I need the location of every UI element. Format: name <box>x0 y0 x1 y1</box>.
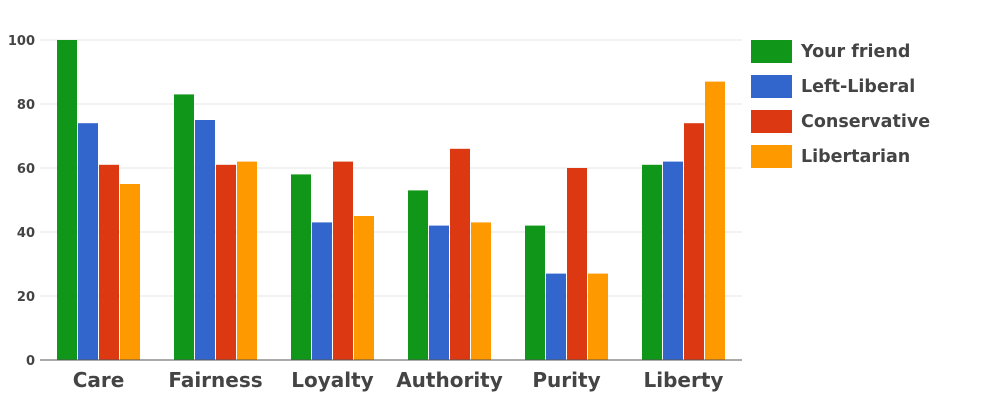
legend-swatch <box>751 110 792 133</box>
y-tick-label: 100 <box>8 34 35 49</box>
legend-item[interactable]: Conservative <box>751 110 930 133</box>
x-category-label: Loyalty <box>291 368 373 392</box>
bar-care-left-liberal[interactable] <box>78 123 98 360</box>
bar-care-your-friend[interactable] <box>57 40 77 360</box>
bar-loyalty-left-liberal[interactable] <box>312 222 332 360</box>
axes: 0 20 40 60 80 100 Care Fairness Loyalty Authority… <box>8 34 742 392</box>
x-category-label: Care <box>73 368 125 392</box>
x-category-label: Authority <box>396 368 503 392</box>
legend-label: Libertarian <box>801 147 910 167</box>
legend-item[interactable]: Libertarian <box>751 145 910 168</box>
y-tick-label: 20 <box>17 290 35 305</box>
legend-label: Your friend <box>800 42 910 62</box>
bar-purity-conservative[interactable] <box>567 168 587 360</box>
legend[interactable]: Your friend Left-Liberal Conservative Liber… <box>751 40 930 168</box>
bar-loyalty-conservative[interactable] <box>333 161 353 360</box>
bar-loyalty-your-friend[interactable] <box>291 174 311 360</box>
bar-liberty-libertarian[interactable] <box>705 81 725 360</box>
grid <box>40 39 742 297</box>
legend-label: Conservative <box>801 112 930 132</box>
bar-purity-left-liberal[interactable] <box>546 273 566 360</box>
legend-swatch <box>751 145 792 168</box>
bar-liberty-your-friend[interactable] <box>642 164 662 360</box>
legend-swatch <box>751 40 792 63</box>
y-tick-label: 80 <box>17 98 35 113</box>
bar-fairness-conservative[interactable] <box>216 164 236 360</box>
x-category-label: Fairness <box>168 368 262 392</box>
legend-label: Left-Liberal <box>801 77 915 97</box>
x-category-label: Liberty <box>644 368 724 392</box>
bar-authority-left-liberal[interactable] <box>429 225 449 360</box>
x-category-label: Purity <box>532 368 600 392</box>
bar-fairness-left-liberal[interactable] <box>195 120 215 360</box>
bar-purity-your-friend[interactable] <box>525 225 545 360</box>
y-tick-label: 60 <box>17 162 35 177</box>
bar-fairness-your-friend[interactable] <box>174 94 194 361</box>
bar-care-libertarian[interactable] <box>120 184 140 360</box>
bar-authority-your-friend[interactable] <box>408 190 428 360</box>
bar-liberty-left-liberal[interactable] <box>663 161 683 360</box>
bars <box>57 40 725 361</box>
legend-item[interactable]: Left-Liberal <box>751 75 915 98</box>
bar-purity-libertarian[interactable] <box>588 273 608 360</box>
y-tick-label: 0 <box>26 354 35 369</box>
bar-authority-conservative[interactable] <box>450 148 470 360</box>
y-tick-label: 40 <box>17 226 35 241</box>
bar-loyalty-libertarian[interactable] <box>354 216 374 360</box>
bar-authority-libertarian[interactable] <box>471 222 491 360</box>
legend-swatch <box>751 75 792 98</box>
bar-care-conservative[interactable] <box>99 164 119 360</box>
bar-fairness-libertarian[interactable] <box>237 161 257 360</box>
legend-item[interactable]: Your friend <box>751 40 910 63</box>
bar-liberty-conservative[interactable] <box>684 123 704 360</box>
